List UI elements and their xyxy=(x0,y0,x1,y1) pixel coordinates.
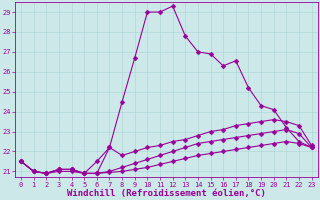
X-axis label: Windchill (Refroidissement éolien,°C): Windchill (Refroidissement éolien,°C) xyxy=(67,189,266,198)
